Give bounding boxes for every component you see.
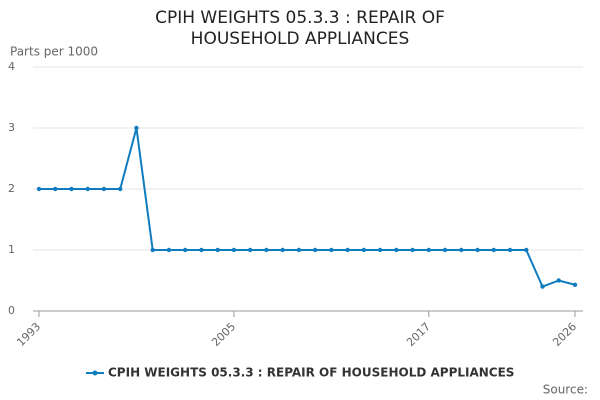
point bbox=[85, 186, 90, 192]
point bbox=[53, 186, 58, 192]
point bbox=[540, 284, 545, 289]
legend-swatch-dot bbox=[92, 370, 98, 376]
x-tick-label: 2005 bbox=[209, 320, 238, 349]
point bbox=[247, 247, 253, 253]
point bbox=[69, 186, 74, 192]
point bbox=[280, 247, 285, 253]
y-axis-label: Parts per 1000 bbox=[10, 45, 98, 59]
point bbox=[134, 125, 139, 131]
point bbox=[329, 247, 334, 253]
point bbox=[345, 247, 350, 253]
point bbox=[150, 247, 155, 253]
point bbox=[264, 247, 269, 253]
point bbox=[166, 247, 172, 253]
point bbox=[199, 247, 204, 253]
y-tick-label: 0 bbox=[8, 304, 15, 317]
point bbox=[442, 247, 448, 253]
point bbox=[361, 247, 367, 253]
point bbox=[182, 247, 188, 253]
point bbox=[475, 247, 480, 253]
point bbox=[231, 247, 237, 253]
point bbox=[312, 247, 318, 253]
point bbox=[118, 186, 123, 192]
y-tick-label: 4 bbox=[8, 60, 15, 73]
point bbox=[101, 186, 107, 192]
y-tick-label: 3 bbox=[8, 121, 15, 134]
point bbox=[410, 247, 415, 253]
point bbox=[491, 247, 496, 253]
point bbox=[296, 247, 302, 253]
source: Source: bbox=[543, 383, 588, 397]
legend-label: CPIH WEIGHTS 05.3.3 : REPAIR OF HOUSEHOL… bbox=[108, 366, 514, 380]
point bbox=[426, 247, 432, 253]
point bbox=[36, 186, 42, 192]
x-tick-label: 2017 bbox=[404, 320, 433, 349]
point bbox=[524, 247, 529, 253]
point bbox=[459, 247, 464, 253]
point bbox=[215, 247, 220, 253]
point bbox=[556, 278, 561, 283]
series-line bbox=[39, 127, 576, 288]
x-tick-label: 2026 bbox=[550, 320, 579, 349]
point bbox=[394, 247, 399, 253]
y-tick-label: 1 bbox=[8, 243, 15, 256]
point bbox=[572, 282, 578, 287]
chart-title: CPIH WEIGHTS 05.3.3 : REPAIR OF HOUSEHOL… bbox=[155, 8, 445, 49]
point bbox=[507, 247, 513, 253]
y-tick-label: 2 bbox=[8, 182, 15, 195]
x-tick-label: 1993 bbox=[14, 320, 43, 349]
point bbox=[377, 247, 383, 253]
